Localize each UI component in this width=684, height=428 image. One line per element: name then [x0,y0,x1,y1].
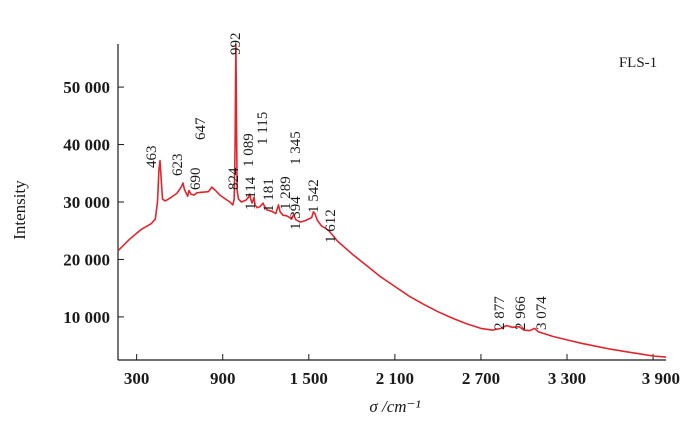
x-axis-title: σ /cm⁻¹ [369,397,420,416]
x-tick-label: 1 500 [290,369,328,388]
y-axis-title: Intensity [10,180,29,240]
x-tick-label: 900 [210,369,236,388]
peak-label-463: 463 [144,146,160,169]
series-layer [117,43,667,358]
peak-label-690: 690 [188,168,204,191]
peak-label-824: 824 [226,167,242,190]
x-tick-label: 3 300 [548,369,586,388]
peak-label-1181: 1 181 [261,178,277,212]
peak-label-647: 647 [193,117,209,140]
x-tick-label: 2 700 [462,369,500,388]
peak-label-1345: 1 345 [288,131,304,165]
peak-label-623: 623 [170,154,186,177]
peak-label-992: 992 [228,33,244,56]
peak-label-1289: 1 289 [278,176,294,210]
axes: 300 900 1 500 2 100 2 700 3 300 3 900 10 000 20 … [63,44,680,388]
peak-label-1089: 1 089 [241,133,257,167]
x-tick-label: 3 900 [642,369,680,388]
peak-label-1114: 1 114 [243,176,259,210]
y-tick-label: 40 000 [63,136,110,155]
peak-label-2966: 2 966 [513,296,529,330]
spectrum-line [117,43,667,358]
y-tick-label: 50 000 [63,78,110,97]
x-tick-label: 300 [124,369,150,388]
peak-label-3074: 3 074 [534,296,550,330]
peak-label-1115: 1 115 [255,112,271,145]
peak-label-1394: 1 394 [288,196,304,230]
sample-label: FLS-1 [619,55,657,71]
peak-label-2877: 2 877 [492,296,508,330]
peak-label-1612: 1 612 [323,209,339,243]
x-tick-label: 2 100 [376,369,414,388]
peak-label-1542: 1 542 [306,179,322,213]
y-tick-label: 20 000 [63,250,110,269]
y-tick-label: 30 000 [63,193,110,212]
y-tick-label: 10 000 [63,308,110,327]
